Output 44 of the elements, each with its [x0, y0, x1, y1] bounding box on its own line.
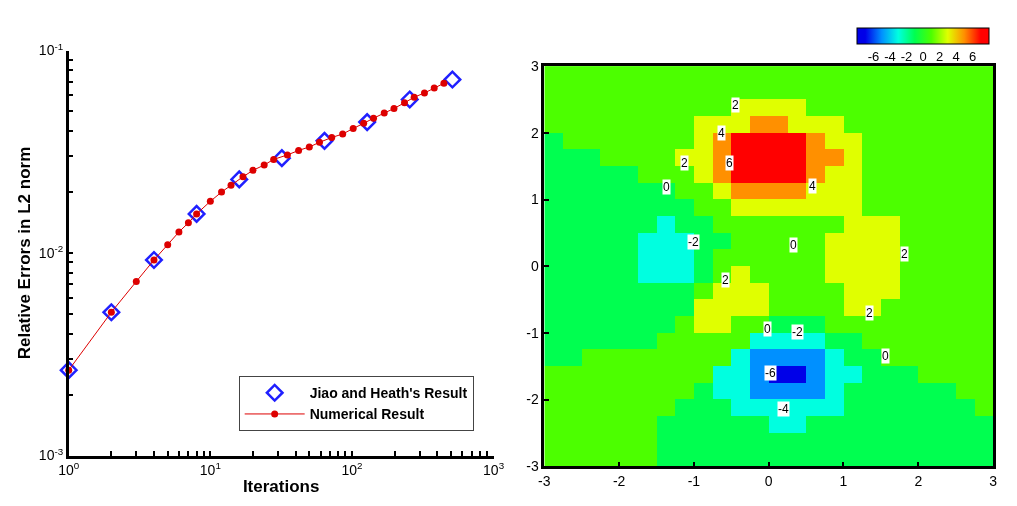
- annotation: -2: [688, 235, 699, 249]
- annotation: -6: [765, 366, 776, 380]
- y-tick-label: -2: [526, 391, 539, 408]
- x-tick-label: 10$^{2}$: [341, 460, 363, 479]
- annotation: 4: [718, 126, 725, 140]
- x-tick-label: 1: [839, 472, 848, 489]
- color-bar-label: 2: [935, 48, 944, 64]
- annotation: 2: [722, 273, 729, 287]
- annotation: 0: [663, 180, 670, 194]
- legend-label: Numerical Result: [309, 406, 425, 423]
- y-tick-label: 0: [530, 258, 539, 275]
- x-tick-label: -2: [612, 472, 626, 489]
- y-tick-label: 10$^{-1}$: [38, 40, 64, 59]
- annotation: 2: [732, 98, 739, 112]
- annotation: -4: [778, 402, 789, 416]
- annotation: 2: [681, 156, 688, 170]
- y-tick-label: 3: [530, 58, 539, 75]
- annotation: 0: [790, 238, 797, 252]
- x-tick-label: -1: [687, 472, 701, 489]
- legend-label: Jiao and Heath's Result: [309, 385, 468, 402]
- color-bar-label: 6: [968, 48, 977, 64]
- x-tick-label: 10$^{3}$: [483, 460, 505, 479]
- annotation: 0: [882, 349, 889, 363]
- y-tick-label: 1: [530, 191, 539, 208]
- x-tick-label: 10$^{1}$: [199, 460, 221, 479]
- annotation: 0: [764, 322, 771, 336]
- x-tick-label: 3: [989, 472, 998, 489]
- color-bar-label: 0: [919, 48, 927, 64]
- x-axis-title: Iterations: [242, 477, 320, 497]
- color-bar-label: -6: [867, 48, 880, 64]
- y-axis-title: Relative Errors in L2 norm: [15, 146, 35, 360]
- y-tick-label: 2: [530, 124, 539, 141]
- y-tick-label: -1: [526, 324, 539, 341]
- annotation: 2: [901, 247, 908, 261]
- color-bar-label: -2: [900, 48, 913, 64]
- x-tick-label: 0: [764, 472, 773, 489]
- y-tick-label: 10$^{-2}$: [38, 243, 64, 261]
- color-bar-label: -4: [884, 48, 896, 64]
- x-tick-label: 2: [914, 472, 923, 489]
- color-bar-label: 4: [952, 48, 960, 64]
- annotation: 2: [866, 306, 873, 320]
- annotation: 4: [809, 179, 816, 193]
- annotation: 6: [726, 156, 733, 170]
- annotation: -2: [792, 325, 803, 339]
